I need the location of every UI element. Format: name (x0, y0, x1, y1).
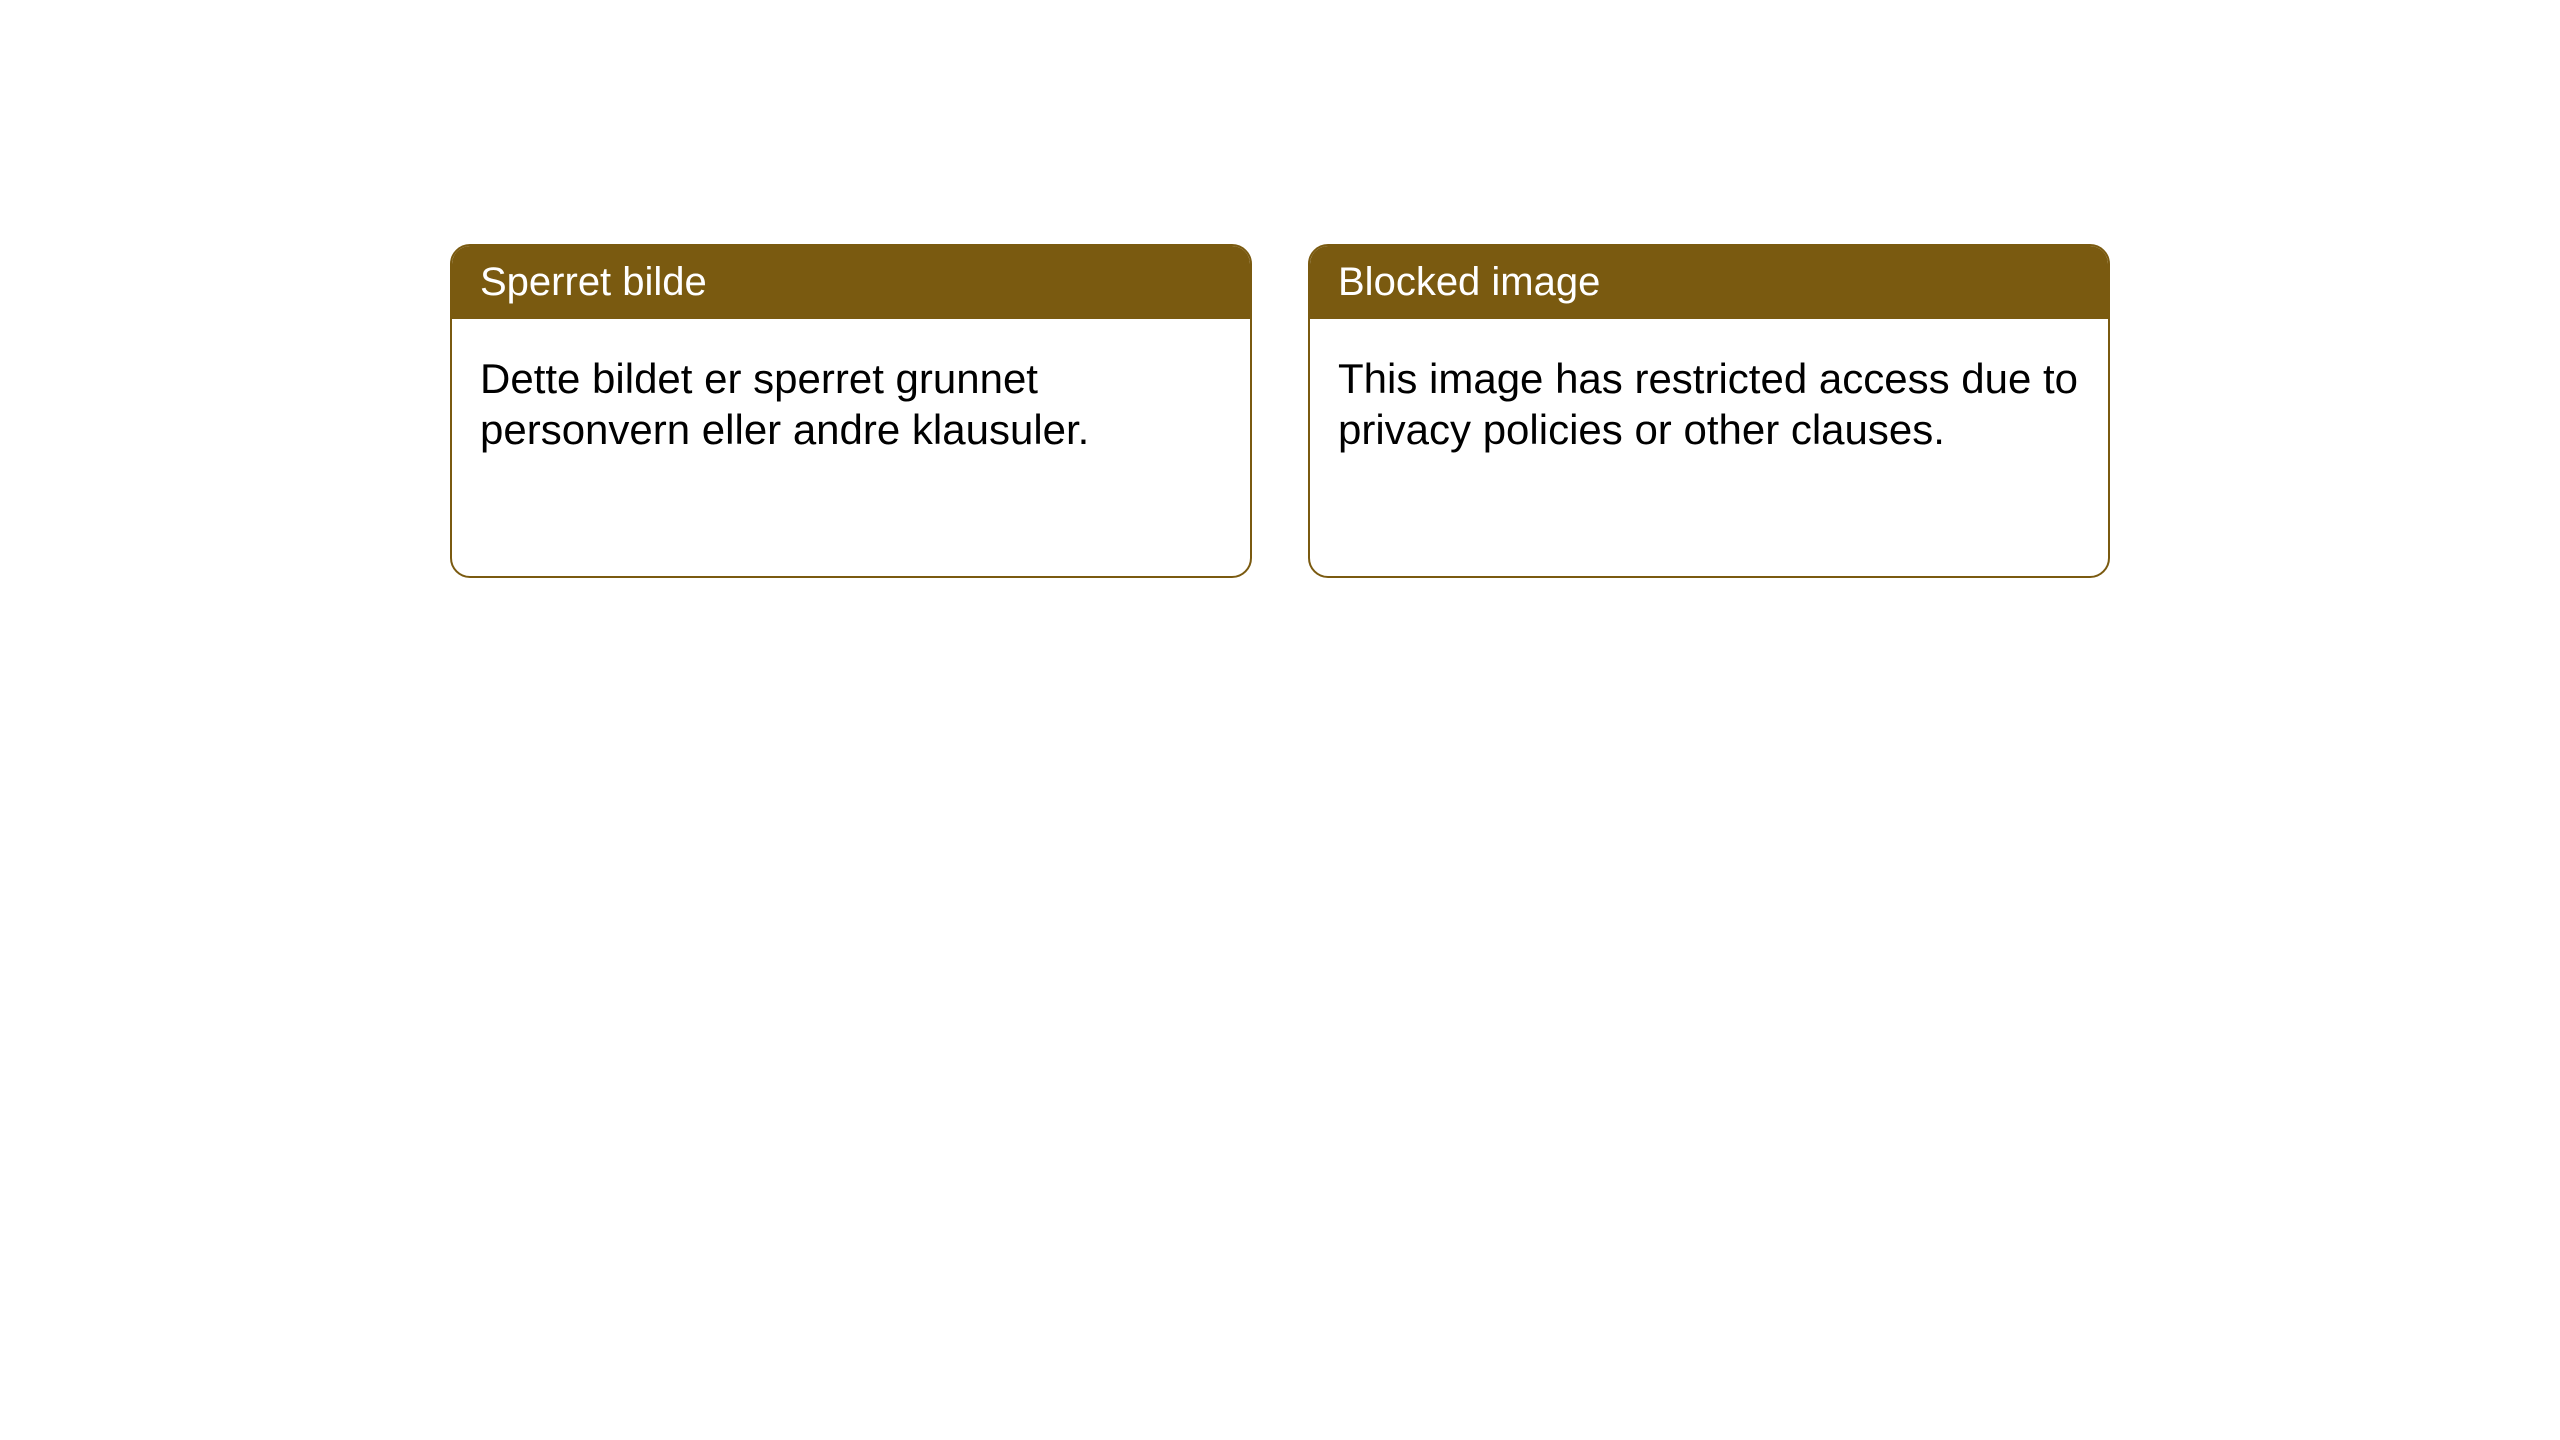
notice-container: Sperret bilde Dette bildet er sperret gr… (0, 0, 2560, 578)
card-header: Sperret bilde (452, 246, 1250, 319)
blocked-image-card-english: Blocked image This image has restricted … (1308, 244, 2110, 578)
card-header: Blocked image (1310, 246, 2108, 319)
card-title: Blocked image (1338, 260, 1600, 304)
card-title: Sperret bilde (480, 260, 707, 304)
card-body: This image has restricted access due to … (1310, 319, 2108, 489)
card-body: Dette bildet er sperret grunnet personve… (452, 319, 1250, 489)
card-message: This image has restricted access due to … (1338, 355, 2078, 453)
blocked-image-card-norwegian: Sperret bilde Dette bildet er sperret gr… (450, 244, 1252, 578)
card-message: Dette bildet er sperret grunnet personve… (480, 355, 1089, 453)
